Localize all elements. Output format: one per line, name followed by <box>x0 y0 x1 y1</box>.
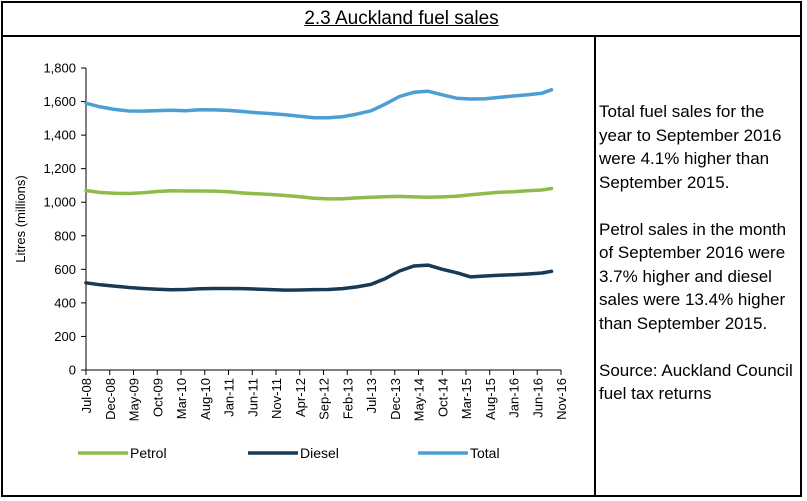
series-line-total <box>84 88 554 120</box>
note-source: Source: Auckland Council fuel tax return… <box>599 360 793 404</box>
x-tick-label: Aug-10 <box>198 378 213 420</box>
legend: Petrol Diesel Total <box>78 445 500 461</box>
x-tick-label: Dec-08 <box>103 378 118 420</box>
side-notes: Total fuel sales for the year to Septemb… <box>599 100 799 429</box>
chart-area: 0 200 400 600 800 1,000 1,200 1,400 1,600 1,800 J… <box>3 37 594 495</box>
x-tick-label: Nov-16 <box>554 378 569 420</box>
y-tick-label: 1,200 <box>43 161 76 176</box>
x-tick-label: Apr-12 <box>293 378 308 417</box>
x-tick-label: Aug-15 <box>483 378 498 420</box>
x-tick-label: Nov-11 <box>269 378 284 419</box>
y-tick-label: 200 <box>54 329 76 344</box>
x-tick-label: May-14 <box>412 378 427 421</box>
x-tick-label: Mar-15 <box>459 378 474 419</box>
x-tick-label: Jan-11 <box>222 378 237 417</box>
y-tick-label: 1,800 <box>43 61 76 76</box>
x-axis: Jul-08 Dec-08 May-09 Oct-09 Mar-10 Aug-10 Jan-… <box>79 369 569 421</box>
y-axis: 0 200 400 600 800 1,000 1,200 1,400 1,600 1,800 <box>43 61 87 378</box>
y-tick-label: 1,400 <box>43 128 76 143</box>
legend-label-total: Total <box>470 445 500 461</box>
x-tick-label: Oct-14 <box>435 378 450 417</box>
x-tick-label: Jan-16 <box>507 378 522 418</box>
figure-title: 2.3 Auckland fuel sales <box>304 8 499 29</box>
x-tick-label: Jul-08 <box>79 378 94 413</box>
x-tick-label: Jun-11 <box>245 378 260 417</box>
x-tick-label: Dec-13 <box>388 378 403 420</box>
x-tick-label: Jun-16 <box>530 378 545 418</box>
legend-label-petrol: Petrol <box>130 445 167 461</box>
y-tick-label: 600 <box>54 262 76 277</box>
note-total-sales: Total fuel sales for the year to Septemb… <box>599 102 782 192</box>
x-tick-label: Jul-13 <box>364 378 379 413</box>
note-petrol-diesel: Petrol sales in the month of September 2… <box>599 219 787 333</box>
legend-label-diesel: Diesel <box>300 445 339 461</box>
y-tick-label: 800 <box>54 228 76 243</box>
y-tick-label: 1,000 <box>43 195 76 210</box>
x-tick-label: Oct-09 <box>150 378 165 417</box>
series-line-diesel <box>84 263 554 292</box>
series-line-petrol <box>84 186 554 201</box>
y-tick-label: 1,600 <box>43 94 76 109</box>
y-tick-label: 0 <box>69 363 76 378</box>
x-tick-label: Feb-13 <box>340 378 355 419</box>
title-bar: 2.3 Auckland fuel sales <box>1 1 802 37</box>
x-tick-label: Mar-10 <box>174 378 189 419</box>
y-axis-label: Litres (millions) <box>13 175 28 262</box>
x-tick-label: Sep-12 <box>317 378 332 420</box>
panel-divider <box>594 36 596 497</box>
line-chart: 0 200 400 600 800 1,000 1,200 1,400 1,600 1,800 J… <box>13 61 569 462</box>
series-lines <box>84 88 554 292</box>
y-tick-label: 400 <box>54 295 76 310</box>
x-tick-label: May-09 <box>127 378 142 421</box>
